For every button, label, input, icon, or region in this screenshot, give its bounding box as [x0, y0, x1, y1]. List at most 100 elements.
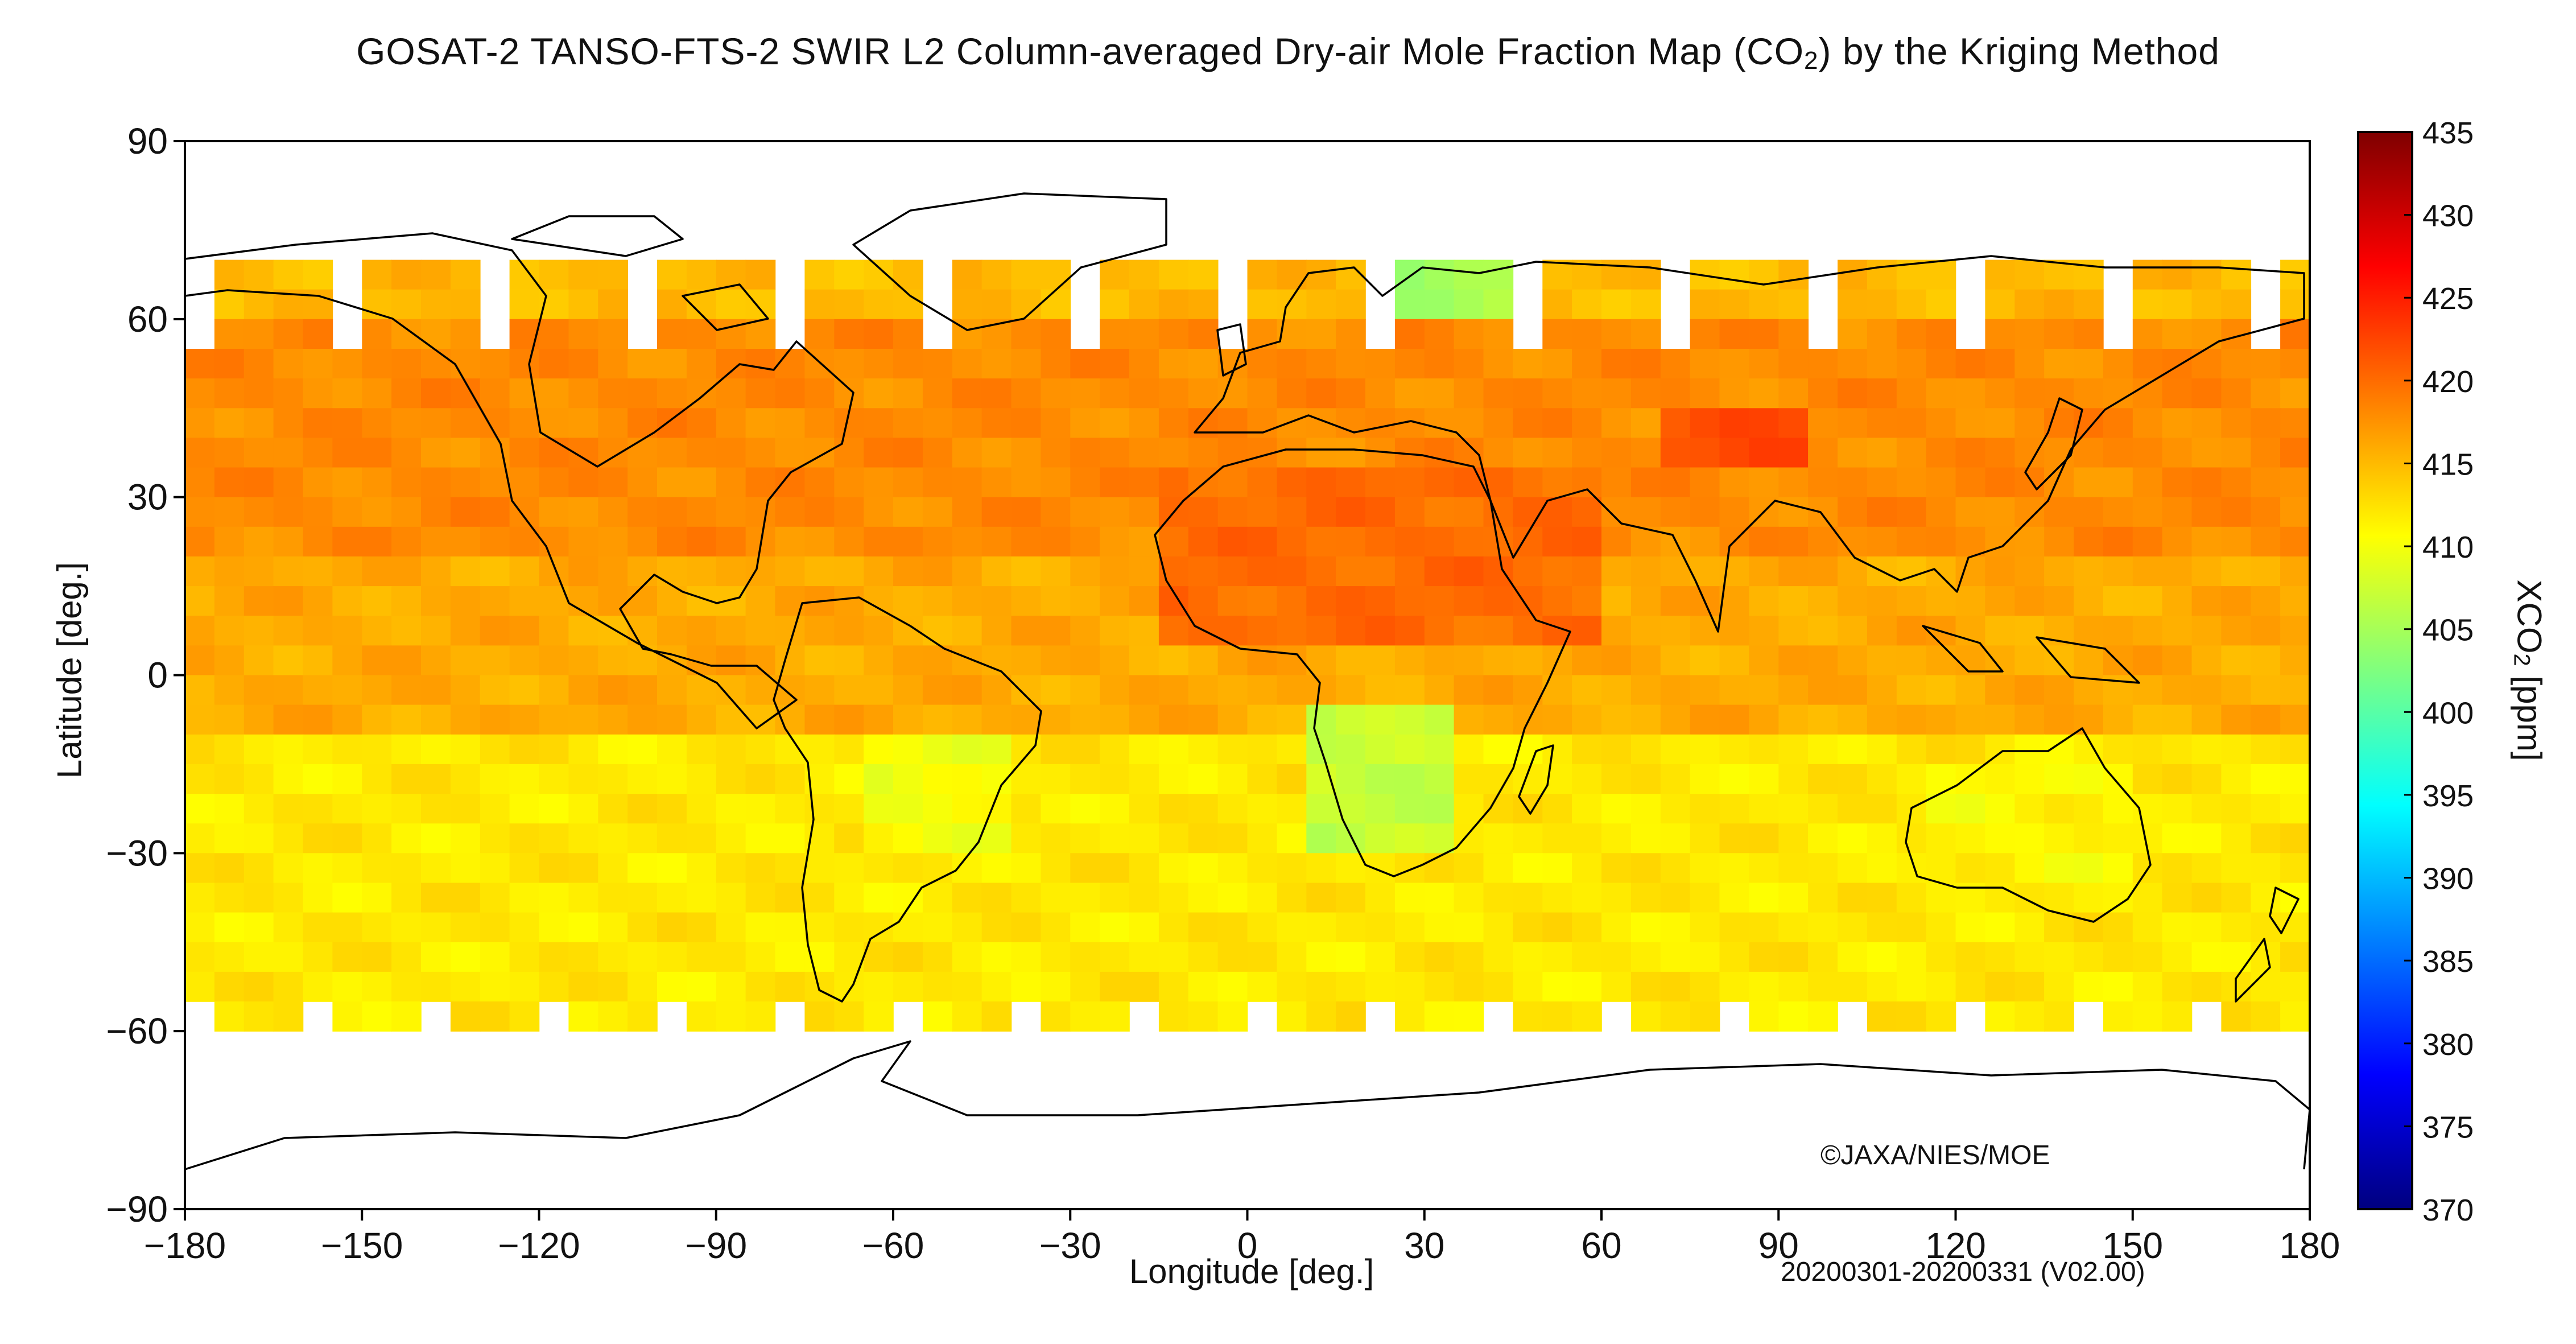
heatmap-cell — [1542, 942, 1572, 972]
heatmap-cell — [775, 438, 806, 468]
heatmap-cell — [1306, 616, 1336, 646]
heatmap-cell — [1542, 259, 1572, 290]
heatmap-cell — [1158, 1001, 1189, 1032]
heatmap-cell — [1188, 942, 1219, 972]
heatmap-cell — [450, 912, 481, 943]
heatmap-cell — [1336, 645, 1366, 676]
heatmap-cell — [1158, 645, 1189, 676]
heatmap-cell — [1306, 853, 1336, 884]
coast-australia — [1905, 727, 2152, 923]
heatmap-cell — [981, 586, 1012, 616]
heatmap-cell — [2103, 349, 2133, 379]
heatmap-cell — [981, 526, 1012, 557]
heatmap-cell — [2280, 586, 2310, 616]
heatmap-cell — [922, 556, 953, 587]
heatmap-cell — [243, 645, 274, 676]
heatmap-cell — [2074, 616, 2104, 646]
heatmap-cell — [1041, 675, 1071, 706]
heatmap-cell — [1070, 438, 1100, 468]
heatmap-cell — [1808, 823, 1838, 854]
heatmap-cell — [185, 378, 215, 409]
heatmap-cell — [450, 586, 481, 616]
heatmap-cell — [1955, 586, 1986, 616]
heatmap-cell — [185, 883, 215, 913]
heatmap-cell — [1630, 1001, 1661, 1032]
heatmap-cell — [243, 556, 274, 587]
heatmap-cell — [509, 971, 540, 1002]
heatmap-cell — [864, 586, 894, 616]
heatmap-cell — [1306, 349, 1336, 379]
heatmap-cell — [1660, 704, 1691, 735]
x-tick-label: 180 — [2280, 1225, 2340, 1266]
heatmap-cell — [480, 883, 510, 913]
heatmap-cell — [1838, 586, 1868, 616]
heatmap-cell — [2044, 942, 2074, 972]
heatmap-cell — [1336, 467, 1366, 498]
heatmap-cell — [1572, 912, 1602, 943]
heatmap-cell — [332, 971, 363, 1002]
heatmap-cell — [1158, 853, 1189, 884]
heatmap-cell — [450, 408, 481, 439]
heatmap-cell — [450, 526, 481, 557]
heatmap-cell — [243, 349, 274, 379]
heatmap-cell — [1247, 764, 1278, 794]
heatmap-cell — [1955, 853, 1986, 884]
heatmap-cell — [1424, 349, 1455, 379]
heatmap-cell — [864, 942, 894, 972]
heatmap-cell — [952, 971, 982, 1002]
heatmap-cell — [2162, 883, 2193, 913]
heatmap-cell — [421, 526, 451, 557]
heatmap-cell — [303, 794, 333, 824]
heatmap-cell — [1808, 467, 1838, 498]
heatmap-cell — [1394, 1001, 1425, 1032]
heatmap-cell — [1129, 319, 1159, 349]
heatmap-cell — [834, 467, 864, 498]
heatmap-cell — [628, 883, 658, 913]
heatmap-cell — [1749, 1001, 1780, 1032]
heatmap-cell — [480, 764, 510, 794]
heatmap-cell — [1896, 1001, 1927, 1032]
heatmap-cell — [1630, 616, 1661, 646]
heatmap-cell — [214, 616, 245, 646]
heatmap-cell — [1365, 794, 1396, 824]
heatmap-cell — [421, 645, 451, 676]
heatmap-cell — [2280, 971, 2310, 1002]
heatmap-cell — [745, 438, 776, 468]
heatmap-cell — [2132, 1001, 2163, 1032]
heatmap-cell — [2251, 912, 2281, 943]
heatmap-cell — [1896, 526, 1927, 557]
heatmap-cell — [480, 586, 510, 616]
heatmap-cell — [1100, 764, 1130, 794]
heatmap-cell — [214, 853, 245, 884]
heatmap-cell — [214, 971, 245, 1002]
heatmap-cell — [1365, 586, 1396, 616]
heatmap-cell — [1778, 526, 1809, 557]
heatmap-cell — [1808, 526, 1838, 557]
heatmap-cell — [1041, 438, 1071, 468]
heatmap-cell — [2014, 764, 2045, 794]
heatmap-cell — [421, 912, 451, 943]
heatmap-cell — [864, 289, 894, 320]
heatmap-cell — [303, 942, 333, 972]
heatmap-cell — [686, 764, 717, 794]
heatmap-cell — [1690, 794, 1720, 824]
heatmap-cell — [2280, 378, 2310, 409]
heatmap-cell — [2251, 675, 2281, 706]
heatmap-cell — [2251, 645, 2281, 676]
heatmap-cell — [1513, 467, 1543, 498]
heatmap-cell — [1158, 408, 1189, 439]
heatmap-cell — [1247, 319, 1278, 349]
heatmap-cell — [243, 616, 274, 646]
heatmap-cell — [716, 438, 746, 468]
heatmap-cell — [303, 704, 333, 735]
heatmap-cell — [657, 971, 687, 1002]
heatmap-cell — [2132, 259, 2163, 290]
heatmap-cell — [1838, 497, 1868, 527]
heatmap-cell — [1454, 704, 1484, 735]
heatmap-cell — [2162, 259, 2193, 290]
heatmap-cell — [2044, 586, 2074, 616]
heatmap-cell — [1041, 853, 1071, 884]
heatmap-cell — [1394, 942, 1425, 972]
heatmap-cell — [303, 616, 333, 646]
heatmap-cell — [1217, 467, 1248, 498]
